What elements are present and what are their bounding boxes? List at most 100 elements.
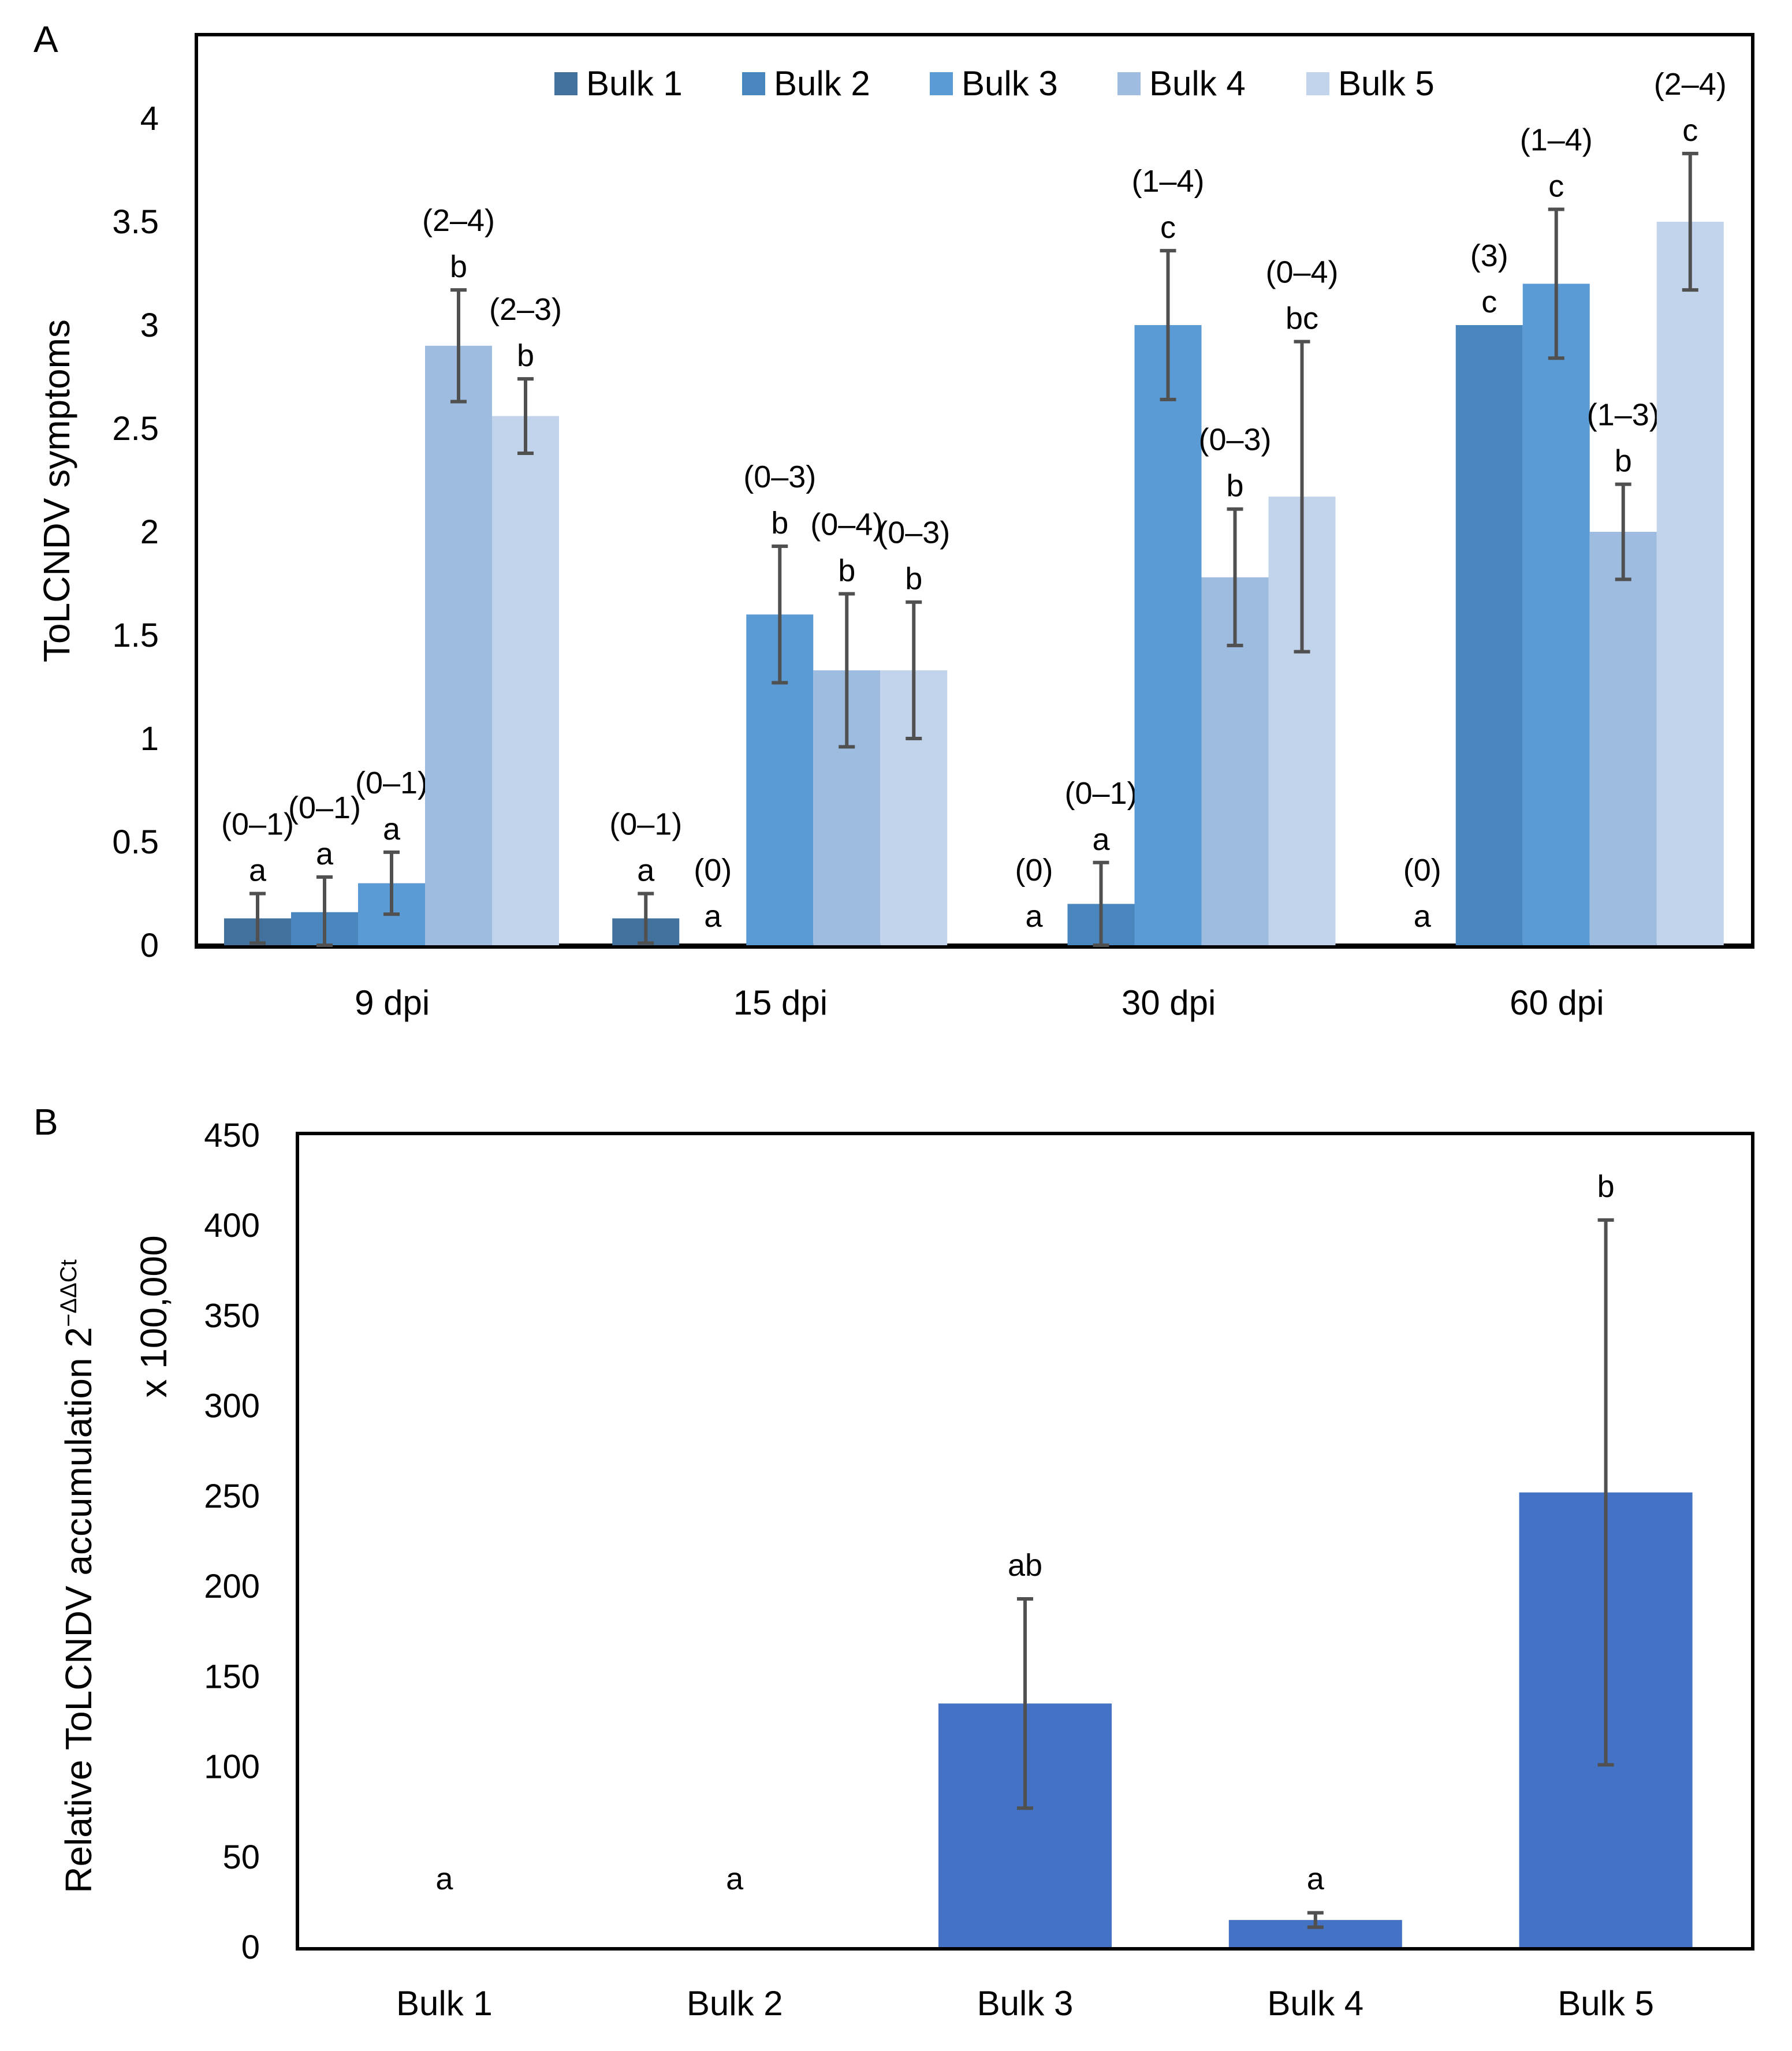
panel-a-range-label: (1–4) [1131,164,1204,199]
panel-a-range-label: (0–1) [355,766,428,800]
panel-b-label: B [33,1101,58,1143]
panel-a-legend-swatch [742,72,765,95]
panel-a-range-label: (0) [1015,853,1053,887]
panel-a-range-label: (2–3) [489,292,562,327]
panel-a-significance-letter: a [1025,899,1043,934]
panel-a-y-tick-label: 1 [140,720,159,758]
panel-a-y-axis-label: ToLCNDV symptoms [36,319,77,662]
panel-a-range-label: (0–3) [743,460,816,494]
panel-a-significance-letter: a [1414,899,1432,934]
panel-b-y-tick-label: 50 [222,1839,260,1876]
panel-a-y-tick-label: 2 [140,513,159,551]
panel-a-legend-label: Bulk 4 [1149,64,1246,103]
panel-a-legend-label: Bulk 2 [774,64,870,103]
panel-a-range-label: (2–4) [1654,67,1727,102]
panel-b-y-axis-label-superscript: −ΔΔCt [56,1259,81,1327]
panel-a-bar [1589,532,1657,945]
panel-a-bar [1134,325,1202,945]
panel-a-range-label: (2–4) [422,203,495,238]
panel-b-y-tick-label: 100 [204,1748,260,1786]
panel-a-x-category-label: 9 dpi [355,983,430,1022]
panel-b-x-category-label: Bulk 3 [977,1984,1074,2023]
panel-b-y-tick-label: 250 [204,1478,260,1515]
panel-b-significance-letter: a [435,1862,453,1896]
panel-a-bar [1522,284,1590,945]
panel-a-significance-letter: c [1548,169,1564,204]
panel-a-label: A [33,18,58,60]
panel-a-bars: a (0–1) a (0–1) a (0–1) b (2–4) b (2–3) a (0–1) a (0)… [221,67,1727,947]
panel-a-bar [1656,222,1724,945]
panel-b-y-tick-label: 200 [204,1568,260,1605]
panel-b-significance-letter: b [1597,1169,1615,1204]
panel-b-x-category-label: Bulk 4 [1267,1984,1363,2023]
panel-a-x-category-label: 30 dpi [1122,983,1216,1022]
panel-a-significance-letter: b [517,338,534,373]
panel-a-y-tick-label: 4 [140,100,159,137]
panel-b-significance-letter: ab [1008,1548,1042,1583]
panel-b-y-tick-label: 300 [204,1388,260,1425]
panel-b-y-ticks: 0 50 100 150 200 250 300 350 400 450 [204,1117,260,1966]
panel-a-significance-letter: b [905,562,922,596]
panel-a-range-label: (0–3) [877,516,950,550]
panel-a-significance-letter: bc [1286,301,1318,336]
panel-a-y-tick-label: 0 [140,927,159,964]
panel-a-bar [492,416,559,945]
panel-a-range-label: (0) [694,853,732,887]
panel-a-range-label: (0–1) [221,807,294,842]
panel-a-significance-letter: a [249,853,267,888]
panel-b-y-tick-label: 150 [204,1658,260,1695]
panel-a-significance-letter: b [771,506,788,540]
panel-a-y-tick-label: 2.5 [112,410,159,448]
panel-a-legend-label: Bulk 3 [962,64,1058,103]
panel-b-y-tick-label: 350 [204,1297,260,1334]
panel-a-range-label: (0–1) [609,807,682,842]
panel-b-y-axis-label: Relative ToLCNDV accumulation 2−ΔΔCt [56,1259,99,1893]
panel-a-legend-swatch [1117,72,1141,95]
panel-a-x-category-label: 15 dpi [733,983,828,1022]
panel-a-legend-swatch [554,72,578,95]
panel-b-significance-letter: a [1307,1862,1325,1896]
panel-b-y-axis-multiplier: x 100,000 [133,1235,174,1397]
panel-a-range-label: (0–1) [1064,776,1137,811]
panel-a-range-label: (0–4) [1265,255,1338,290]
panel-a-significance-letter: a [637,853,655,888]
panel-a-range-label: (1–4) [1520,123,1593,158]
panel-b-x-category-label: Bulk 2 [687,1984,783,2023]
panel-a-legend-swatch [930,72,953,95]
panel-a-significance-letter: b [838,553,855,588]
panel-a-significance-letter: c [1160,210,1176,245]
panel-a-legend-swatch [1306,72,1329,95]
panel-a-significance-letter: a [1092,822,1110,857]
panel-b-y-tick-label: 450 [204,1117,260,1154]
panel-a-significance-letter: b [1615,444,1632,479]
panel-a-y-tick-label: 3 [140,307,159,344]
panel-a-range-label: (3) [1470,238,1508,273]
panel-a-significance-letter: a [316,837,334,871]
panel-a-range-label: (0–4) [810,507,883,542]
panel-a-y-tick-label: 0.5 [112,823,159,861]
panel-b-x-category-label: Bulk 5 [1558,1984,1654,2023]
panel-a-legend-label: Bulk 5 [1338,64,1435,103]
panel-a-legend: Bulk 1 Bulk 2 Bulk 3 Bulk 4 Bulk 5 [554,64,1435,103]
panel-a-range-label: (1–3) [1587,398,1660,432]
panel-a-legend-label: Bulk 1 [586,64,683,103]
panel-a-significance-letter: b [1226,469,1243,504]
panel-a-range-label: (0–1) [288,790,361,825]
panel-a-significance-letter: b [450,249,467,284]
panel-a-bar [425,345,492,945]
panel-b-x-categories: Bulk 1 Bulk 2 Bulk 3 Bulk 4 Bulk 5 [396,1984,1654,2023]
panel-a-significance-letter: c [1481,285,1497,319]
panel-a-x-categories: 9 dpi 15 dpi 30 dpi 60 dpi [355,983,1604,1022]
panel-b-x-category-label: Bulk 1 [396,1984,493,2023]
panel-a-bar [1455,325,1523,945]
panel-a-significance-letter: a [383,812,401,846]
panel-a-y-tick-label: 3.5 [112,203,159,241]
panel-a-range-label: (0–3) [1198,423,1271,457]
panel-a-range-label: (0) [1403,853,1441,887]
panel-a-x-category-label: 60 dpi [1510,983,1604,1022]
panel-a-significance-letter: a [704,899,722,934]
panel-b-y-tick-label: 400 [204,1207,260,1244]
panel-a-y-tick-label: 1.5 [112,617,159,654]
